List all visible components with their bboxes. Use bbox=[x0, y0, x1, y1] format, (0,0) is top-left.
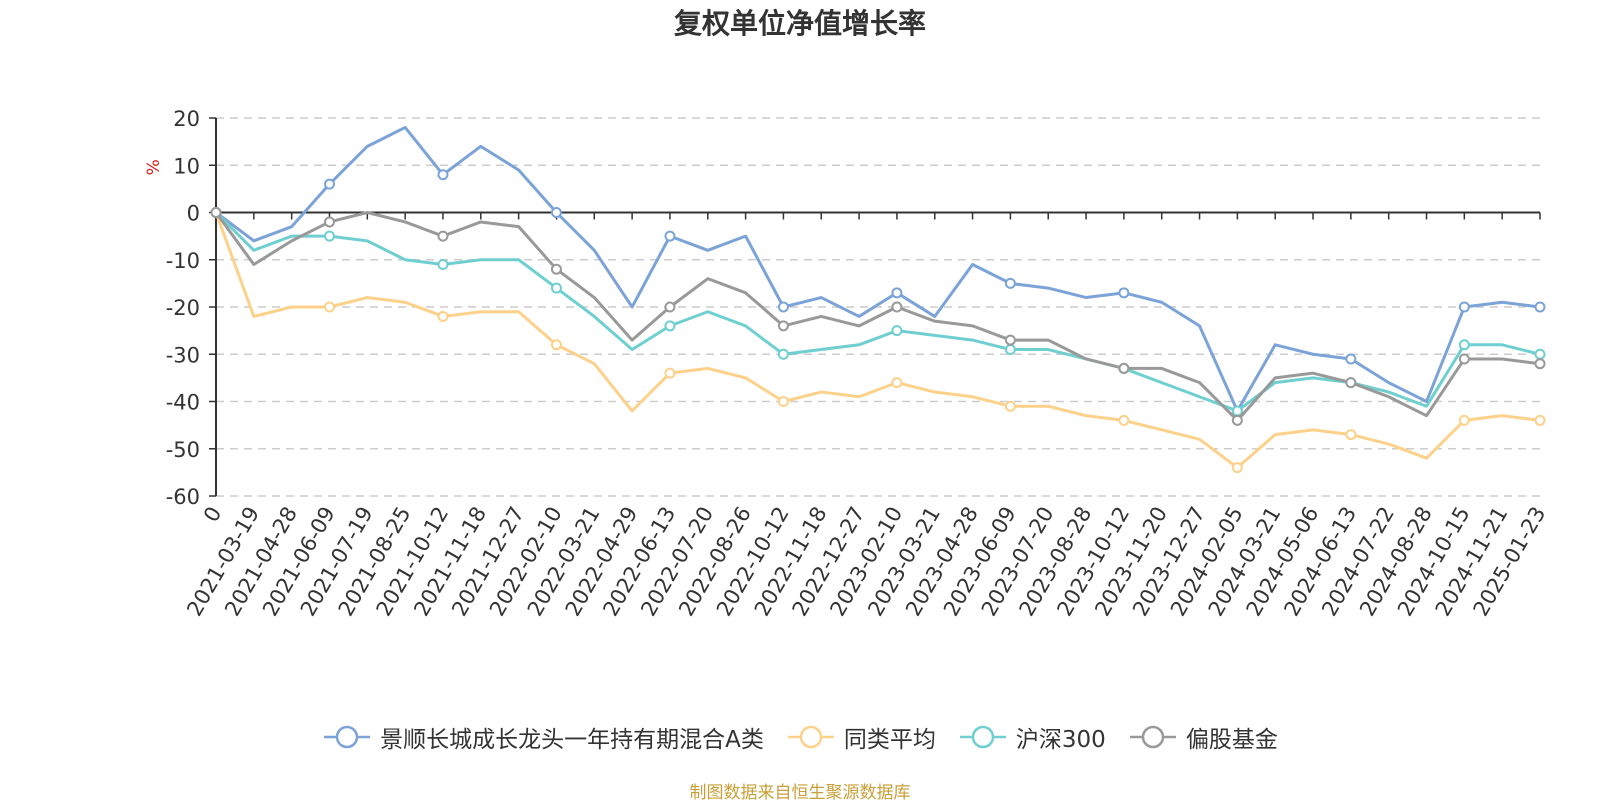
series-point-0 bbox=[1458, 301, 1470, 313]
series-point-1 bbox=[1534, 414, 1546, 426]
legend-label: 偏股基金 bbox=[1185, 727, 1278, 753]
legend-circle bbox=[1141, 725, 1165, 749]
y-axis-unit: % bbox=[144, 159, 164, 175]
legend-line-circle-icon bbox=[787, 725, 834, 749]
series-line-3 bbox=[214, 211, 1542, 422]
series-point-0 bbox=[550, 207, 562, 218]
series-point-2 bbox=[323, 230, 335, 242]
series-point-2 bbox=[437, 258, 449, 270]
series-point-2 bbox=[1004, 344, 1016, 356]
legend-item-2[interactable]: 沪深300 bbox=[958, 720, 1106, 754]
series-point-0 bbox=[323, 178, 335, 190]
legend-label: 同类平均 bbox=[843, 727, 936, 753]
series-point-1 bbox=[1458, 414, 1470, 426]
legend-line-circle-icon bbox=[959, 725, 1006, 749]
series-line-2 bbox=[214, 211, 1542, 413]
y-tick-label: 10 bbox=[173, 154, 200, 178]
series-point-1 bbox=[664, 367, 676, 379]
series-point-1 bbox=[891, 377, 903, 389]
y-tick-label: -50 bbox=[166, 438, 200, 462]
series-point-3 bbox=[777, 320, 789, 332]
series-point-1 bbox=[323, 301, 335, 313]
series-point-3 bbox=[891, 301, 903, 313]
legend-item-3[interactable]: 偏股基金 bbox=[1128, 720, 1278, 754]
label-layer: 20100-10-20-30-40-50-60%02021-03-192021-… bbox=[144, 107, 1550, 620]
legend-line-circle-icon bbox=[1129, 725, 1176, 749]
y-tick-label: -60 bbox=[166, 485, 200, 509]
series-point-2 bbox=[1458, 339, 1470, 351]
series-point-0 bbox=[664, 230, 676, 242]
series-line-1 bbox=[214, 211, 1542, 470]
series-point-0 bbox=[891, 287, 903, 299]
series-point-2 bbox=[777, 348, 789, 360]
legend-circle bbox=[799, 725, 823, 749]
series-point-0 bbox=[777, 301, 789, 313]
legend-label: 景顺长城成长龙头一年持有期混合A类 bbox=[380, 727, 764, 753]
series-point-3 bbox=[1534, 358, 1546, 370]
series-layer bbox=[210, 125, 1546, 474]
source-note: 制图数据来自恒生聚源数据库 bbox=[689, 783, 911, 803]
series-point-2 bbox=[664, 320, 676, 332]
series-point-2 bbox=[550, 282, 562, 294]
series-point-3 bbox=[1118, 362, 1130, 374]
y-tick-label: -40 bbox=[166, 391, 200, 415]
series-point-3 bbox=[437, 230, 449, 242]
legend-line-circle-icon bbox=[324, 725, 371, 749]
chart-title: 复权单位净值增长率 bbox=[673, 7, 926, 40]
y-tick-label: -20 bbox=[166, 296, 200, 320]
series-point-2 bbox=[1534, 348, 1546, 360]
legend-circle bbox=[971, 725, 995, 749]
series-point-1 bbox=[437, 310, 449, 322]
series-line-0 bbox=[214, 125, 1542, 413]
y-tick-label: 0 bbox=[187, 202, 200, 226]
y-tick-label: 20 bbox=[173, 107, 200, 131]
y-tick-label: -10 bbox=[166, 249, 200, 273]
legend-item-0[interactable]: 景顺长城成长龙头一年持有期混合A类 bbox=[322, 720, 764, 754]
series-point-1 bbox=[1118, 414, 1130, 426]
legend-circle bbox=[335, 725, 359, 749]
y-tick-label: -30 bbox=[166, 343, 200, 367]
series-point-1 bbox=[550, 339, 562, 351]
series-point-3 bbox=[664, 301, 676, 313]
legend-item-1[interactable]: 同类平均 bbox=[786, 720, 936, 754]
series-point-1 bbox=[1345, 429, 1357, 441]
series-point-0 bbox=[437, 169, 449, 181]
series-point-1 bbox=[1004, 400, 1016, 412]
series-point-0 bbox=[1345, 353, 1357, 365]
x-tick-label: 0 bbox=[199, 503, 226, 527]
series-point-3 bbox=[550, 263, 562, 275]
series-point-2 bbox=[891, 325, 903, 337]
series-point-3 bbox=[1004, 334, 1016, 346]
series-point-0 bbox=[1118, 287, 1130, 299]
series-point-1 bbox=[1231, 462, 1243, 474]
series-point-3 bbox=[1345, 377, 1357, 389]
series-point-3 bbox=[210, 207, 222, 218]
series-point-2 bbox=[1231, 405, 1243, 417]
series-point-0 bbox=[1534, 301, 1546, 313]
series-point-0 bbox=[1004, 277, 1016, 289]
legend: 景顺长城成长龙头一年持有期混合A类 同类平均 沪深300 偏股基金 bbox=[0, 720, 1600, 754]
axis-layer bbox=[209, 117, 1541, 497]
series-point-3 bbox=[323, 216, 335, 228]
series-point-3 bbox=[1458, 353, 1470, 365]
series-point-1 bbox=[777, 396, 789, 407]
legend-label: 沪深300 bbox=[1015, 727, 1106, 753]
series-point-3 bbox=[1231, 414, 1243, 426]
